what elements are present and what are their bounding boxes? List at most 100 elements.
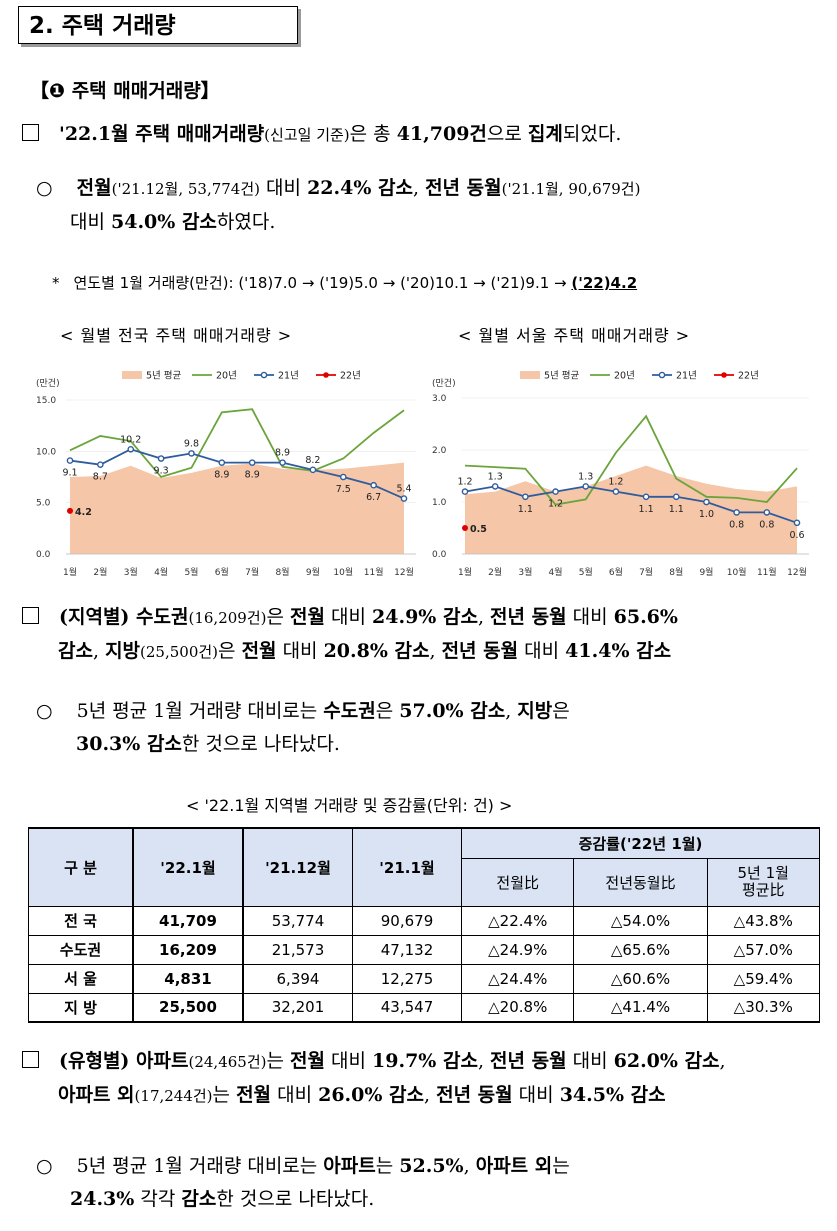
- x-tick-label: 8월: [276, 566, 290, 578]
- legend-item: 20년: [192, 371, 237, 382]
- data-point: [461, 488, 469, 495]
- series-line-2021: [464, 485, 798, 524]
- data-point: [339, 473, 347, 481]
- x-tick-label: 7월: [639, 566, 653, 578]
- rate-5yr: △43.8%: [706, 905, 821, 936]
- table-row: 전 국 41,709 53,774 90,679 △22.4% △54.0% △43.8%: [28, 905, 821, 936]
- data-label: 8.9: [245, 470, 260, 481]
- header-rate-5yr: 5년 1월 평균比: [706, 857, 821, 907]
- legend-label: 22년: [340, 371, 361, 382]
- x-tick-label: 6월: [609, 566, 623, 578]
- y-tick-label: 10.0: [36, 447, 56, 457]
- legend-marker: [721, 372, 727, 378]
- data-label: 1.1: [518, 504, 533, 515]
- y-tick-label: 5.0: [36, 499, 51, 509]
- yearly-note: * 연도별 1월 거래량(만건): ('18)7.0 → ('19)5.0 → (…: [52, 274, 638, 292]
- x-tick-label: 7월: [245, 566, 259, 578]
- data-point: [66, 457, 74, 464]
- rate-5yr: △59.4%: [706, 963, 821, 994]
- legend-swatch: [520, 371, 540, 379]
- value-2101: 47,132: [352, 934, 462, 965]
- legend-label: 22년: [738, 371, 759, 382]
- y-tick-label: 0.0: [36, 550, 51, 560]
- value-2201: 4,831: [132, 963, 244, 994]
- x-tick-label: 1월: [63, 566, 77, 578]
- data-point: [248, 459, 256, 466]
- chart-title-seoul: < 월별 서울 주택 매매거래량 >: [458, 326, 691, 345]
- data-label-2022: 4.2: [75, 507, 92, 518]
- data-point: [309, 466, 317, 474]
- data-label: 0.6: [789, 530, 804, 541]
- rate-prev-year: △41.4%: [573, 992, 708, 1023]
- data-point-2022: [67, 507, 73, 514]
- row-label: 지 방: [28, 992, 134, 1023]
- x-tick-label: 2월: [93, 566, 107, 578]
- data-label-2022: 0.5: [470, 524, 487, 535]
- data-label: 8.2: [305, 455, 320, 466]
- header-col1: '22.1월: [132, 827, 244, 907]
- x-tick-label: 5월: [184, 566, 198, 578]
- data-point: [522, 493, 529, 501]
- data-label: 9.1: [62, 468, 77, 479]
- rate-prev-year: △65.6%: [573, 934, 708, 965]
- rate-prev-month: △20.8%: [460, 992, 575, 1023]
- x-tick-label: 10월: [727, 566, 747, 578]
- row-label: 서 울: [28, 963, 134, 994]
- legend-marker: [323, 372, 329, 378]
- square-bullet-icon: [22, 607, 39, 624]
- paragraph-type: (유형별) 아파트(24,465건)는 전월 대비 19.7% 감소, 전년 동…: [22, 1045, 832, 1113]
- value-2201: 25,500: [132, 992, 244, 1023]
- data-point: [370, 481, 377, 489]
- data-label: 1.0: [699, 509, 714, 520]
- legend-item: 20년: [590, 371, 635, 382]
- series-line-2021: [69, 448, 405, 500]
- table-row: 수도권 16,209 21,573 47,132 △24.9% △65.6% △57.0%: [28, 934, 821, 965]
- rate-5yr: △30.3%: [706, 992, 821, 1023]
- value-2101: 90,679: [352, 905, 462, 936]
- value-2101: 43,547: [352, 992, 462, 1023]
- data-point: [672, 493, 680, 501]
- legend-item: 22년: [316, 371, 361, 382]
- data-point: [703, 498, 710, 506]
- data-point: [279, 459, 286, 466]
- data-label: 0.8: [759, 519, 774, 530]
- x-tick-label: 1월: [458, 566, 472, 578]
- data-label: 8.9: [214, 470, 229, 481]
- chart-title-national: < 월별 전국 주택 매매거래량 >: [60, 326, 293, 345]
- legend-marker: [658, 371, 666, 379]
- x-tick-label: 9월: [699, 566, 713, 578]
- circle-bullet-icon: ○: [36, 1155, 53, 1177]
- header-col2: '21.12월: [242, 827, 353, 907]
- series-area-5yr-avg: [70, 462, 404, 554]
- data-label: 1.2: [457, 477, 472, 488]
- data-label: 1.2: [548, 499, 563, 510]
- series-line-2020: [464, 414, 798, 506]
- x-tick-label: 4월: [154, 566, 168, 578]
- rate-prev-year: △60.6%: [573, 963, 708, 994]
- section-heading: 【❶ 주택 매매거래량】: [30, 80, 220, 102]
- table-caption: < '22.1월 지역별 거래량 및 증감률(단위: 건) >: [186, 796, 513, 815]
- data-point: [491, 483, 499, 490]
- data-label: 1.1: [669, 504, 684, 515]
- value-2112: 32,201: [242, 992, 353, 1023]
- series-area-5yr-avg: [465, 465, 797, 554]
- y-tick-label: 1.0: [432, 498, 447, 508]
- x-tick-label: 3월: [518, 566, 532, 578]
- row-label: 수도권: [28, 934, 134, 965]
- y-axis-label: (만건): [432, 378, 456, 389]
- x-tick-label: 12월: [787, 566, 807, 578]
- data-point: [642, 493, 650, 501]
- legend-label: 21년: [676, 371, 697, 382]
- y-tick-label: 3.0: [432, 394, 447, 404]
- x-tick-label: 6월: [215, 566, 229, 578]
- regional-stats-table: 구 분 '22.1월 '21.12월 '21.1월 증감률('22년 1월) 전…: [28, 827, 821, 1023]
- data-label: 6.7: [366, 492, 381, 503]
- paragraph-regional: (지역별) 수도권(16,209건)은 전월 대비 24.9% 감소, 전년 동…: [22, 601, 827, 669]
- y-tick-label: 2.0: [432, 446, 447, 456]
- data-point: [582, 483, 590, 490]
- x-tick-label: 12월: [394, 566, 414, 578]
- x-tick-label: 9월: [306, 566, 320, 578]
- national-line-chart: (만건) 0.0 5.0 10.0 15.0 1월 2월 3월 4월 5월 6월 7월 8월 9월 10월 1…: [36, 371, 416, 578]
- value-2201: 16,209: [132, 934, 244, 965]
- x-tick-label: 3월: [124, 566, 138, 578]
